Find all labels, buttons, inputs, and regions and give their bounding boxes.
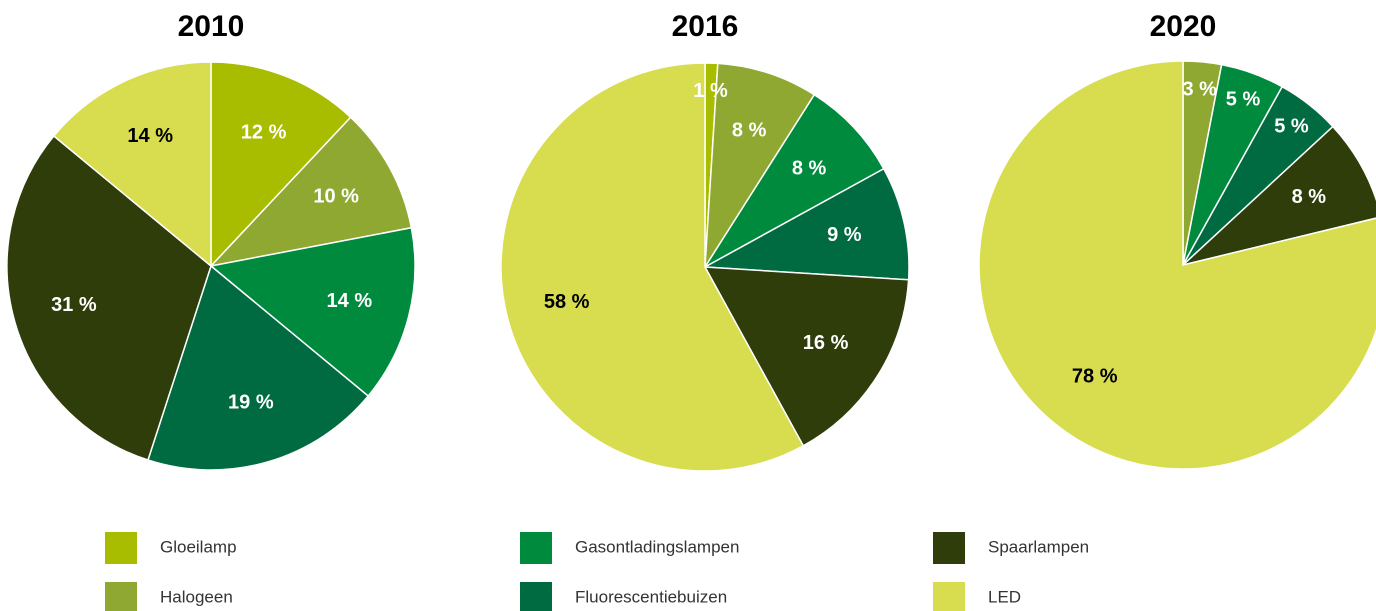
data-label: 8 % <box>1292 186 1327 208</box>
pie-slice <box>209 226 416 398</box>
data-label: 8 % <box>732 119 767 141</box>
legend-swatch <box>520 532 552 564</box>
data-label: 16 % <box>803 332 849 354</box>
legend-label: Spaarlampen <box>988 537 1089 556</box>
data-label: 8 % <box>792 158 827 180</box>
pie-slice <box>208 116 413 268</box>
pie-slice <box>500 62 805 472</box>
pie-slice <box>52 61 212 268</box>
pie-slice <box>702 167 910 281</box>
data-label: 1 % <box>693 80 728 102</box>
data-label: 19 % <box>228 391 274 413</box>
pie-slice <box>704 93 885 268</box>
legend-swatch <box>933 582 965 611</box>
legend-label: LED <box>988 587 1021 606</box>
chart-title: 2016 <box>672 10 739 43</box>
data-label: 58 % <box>544 291 590 313</box>
legend-label: Gloeilamp <box>160 537 237 556</box>
data-label: 12 % <box>241 122 287 144</box>
legend-label: Halogeen <box>160 587 233 606</box>
pie-slice <box>147 264 370 471</box>
data-label: 9 % <box>827 224 862 246</box>
legend-label: Gasontladingslampen <box>575 537 739 556</box>
pie-slice <box>704 62 816 268</box>
legend-label: Fluorescentiebuizen <box>575 587 727 606</box>
legend-swatch <box>520 582 552 611</box>
legend-swatch <box>105 582 137 611</box>
data-label: 10 % <box>313 185 359 207</box>
pie-slice <box>6 134 212 461</box>
legend-swatch <box>933 532 965 564</box>
data-label: 31 % <box>51 294 97 316</box>
data-label: 78 % <box>1072 366 1118 388</box>
pie-slice <box>210 61 352 268</box>
data-label: 3 % <box>1182 79 1217 101</box>
chart-title: 2010 <box>178 10 245 43</box>
chart-title: 2020 <box>1150 10 1217 43</box>
pie-slice <box>978 60 1376 470</box>
data-label: 14 % <box>327 290 373 312</box>
data-label: 5 % <box>1226 88 1261 110</box>
legend-swatch <box>105 532 137 564</box>
pie-slice <box>1180 125 1376 267</box>
data-label: 5 % <box>1274 115 1309 137</box>
pie-slice <box>703 266 910 447</box>
data-label: 14 % <box>127 125 173 147</box>
